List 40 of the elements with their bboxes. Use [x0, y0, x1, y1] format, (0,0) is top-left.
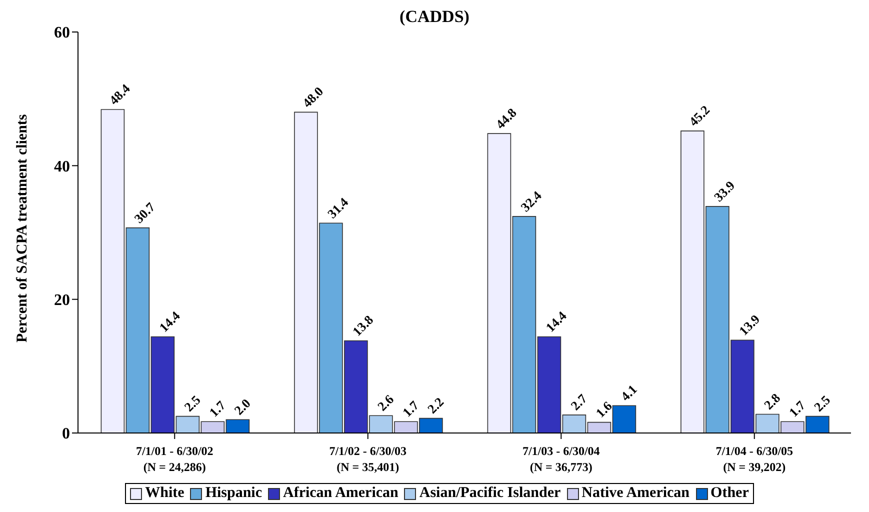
data-label: 2.5 [181, 392, 204, 414]
legend-label: Other [710, 485, 749, 502]
data-label: 1.6 [592, 398, 616, 420]
data-label: 13.8 [349, 312, 376, 339]
y-axis-title: Percent of SACPA treatment clients [14, 114, 30, 342]
x-tick-label: 7/1/01 - 6/30/02 (N = 24,286) [136, 444, 214, 474]
data-label: 45.2 [686, 102, 713, 130]
data-label: 33.9 [710, 178, 738, 205]
data-label: 2.0 [231, 396, 254, 418]
data-label: 32.4 [518, 188, 545, 215]
data-label: 31.4 [324, 194, 352, 222]
x-tick-label: 7/1/03 - 6/30/04 (N = 36,773) [522, 444, 600, 474]
x-tick-label: 7/1/02 - 6/30/03 (N = 35,401) [329, 444, 407, 474]
data-label: 2.8 [760, 390, 784, 412]
chart-title: (CADDS) [398, 7, 470, 26]
data-label: 13.9 [736, 311, 763, 338]
data-label: 48.0 [299, 84, 326, 110]
data-label: 2.7 [568, 390, 590, 414]
legend-label: Hispanic [204, 485, 262, 502]
y-tick-label: 40 [54, 158, 70, 176]
legend-label: Asian/Pacific Islander [418, 485, 561, 502]
data-label: 14.4 [542, 308, 570, 335]
legend-label: African American [282, 485, 398, 502]
y-tick-label: 20 [54, 292, 70, 310]
x-tick-label: 7/1/04 - 6/30/05 (N = 39,202) [716, 444, 794, 474]
y-tick-label: 60 [54, 24, 70, 42]
data-label: 48.4 [106, 80, 134, 108]
data-label: 1.7 [786, 397, 808, 420]
data-label: 1.7 [399, 397, 422, 420]
data-label: 4.1 [618, 382, 640, 404]
y-tick-label: 0 [62, 426, 70, 443]
legend-label: Native American [580, 485, 690, 502]
data-label: 44.8 [492, 104, 520, 132]
data-label: 2.5 [810, 392, 834, 414]
data-label: 2.6 [374, 391, 397, 414]
data-label: 1.7 [206, 397, 229, 420]
legend-label: White [144, 485, 184, 502]
data-label: 14.4 [156, 308, 184, 335]
data-label: 2.2 [424, 394, 447, 416]
data-label: 30.7 [131, 198, 158, 226]
